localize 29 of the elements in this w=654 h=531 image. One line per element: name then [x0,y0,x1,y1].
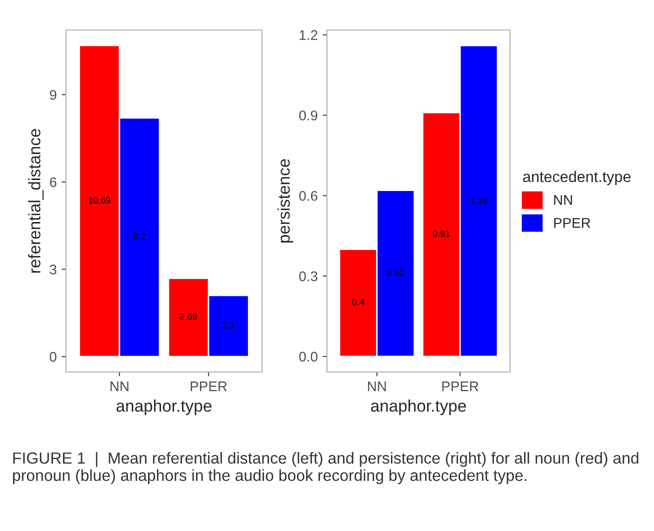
data-label: 0.4 [352,298,364,306]
x-tick-label: NN [368,382,386,392]
caption: FIGURE 1 | Mean referential distance (left) and persistence (right) for all noun (red) and pronoun (blue) anaphors in the audio book recording by antecedent type. [13,452,638,484]
legend-label: NN [554,195,572,205]
x-axis-title: anaphor.type [371,400,466,416]
data-label: 2.69 [180,313,197,320]
y-tick-label: 3 [50,264,56,274]
y-axis-title: referential_distance [28,129,44,273]
data-label: 0.62 [387,269,404,276]
data-label: 8.2 [134,233,146,240]
data-label: 1.16 [470,197,488,204]
y-tick-label: 0.9 [299,110,318,120]
y-tick-label: 9 [50,90,56,100]
y-tick-label: 1.2 [300,30,318,40]
x-tick-label: PPER [442,382,478,392]
legend-title: antecedent.type [523,170,631,186]
y-tick-label: 0.0 [299,352,318,362]
x-tick-label: NN [110,382,128,392]
y-tick-label: 0.6 [299,190,318,201]
x-axis-title: anaphor.type [116,400,212,416]
y-axis-title: persistence [278,159,294,243]
y-tick-label: 0 [50,352,56,362]
y-tick-label: 0.3 [299,271,318,282]
data-label: 0.91 [432,230,450,237]
x-tick-label: PPER [190,382,227,392]
legend-label: PPER [554,218,590,228]
data-label: 2.1 [222,322,234,328]
data-label: 10.69 [88,197,110,204]
y-tick-label: 6 [50,177,56,188]
